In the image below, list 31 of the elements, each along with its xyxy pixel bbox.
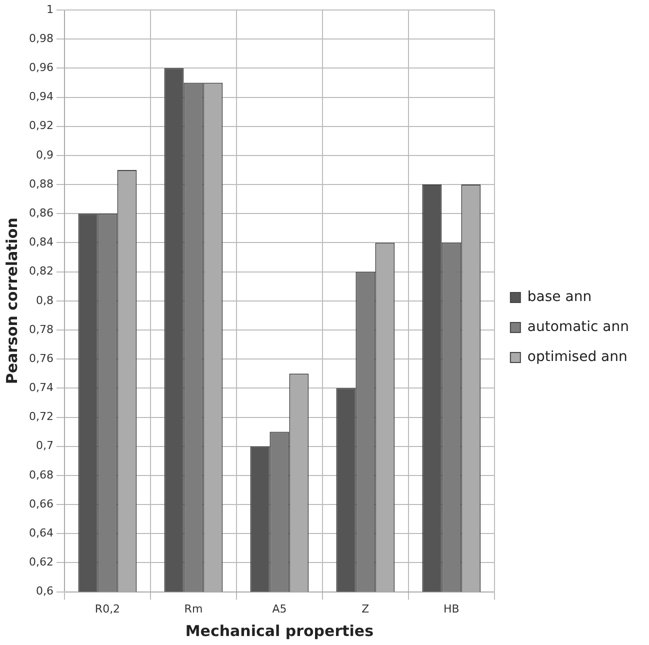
x-tick-label: R0,2 [94,602,120,616]
y-axis-title: Pearson correlation [2,218,21,384]
y-tick-label: 0,74 [28,381,54,394]
y-tick-label: 0,82 [28,264,54,278]
y-tick-label: 0,88 [28,177,54,190]
x-axis-title: Mechanical properties [185,622,374,640]
x-tick-label: HB [444,602,460,616]
legend-label: automatic ann [527,319,630,336]
legend-label: optimised ann [527,349,628,366]
y-tick-label: 0,64 [28,526,54,540]
y-tick-label: 0,6 [36,584,54,598]
legend-label: base ann [527,289,592,306]
y-tick-label: 0,9 [36,148,54,162]
y-tick-label: 1 [46,2,54,16]
y-tick-label: 0,8 [36,294,54,307]
y-tick-label: 0,7 [36,439,54,452]
y-tick-label: 0,86 [28,206,54,220]
y-tick-label: 0,94 [28,90,54,104]
y-tick-label: 0,98 [28,32,54,45]
y-tick-label: 0,68 [28,468,54,482]
y-tick-label: 0,72 [28,410,54,424]
x-tick-label: Z [362,602,370,616]
x-tick-label: A5 [272,602,287,616]
y-tick-label: 0,96 [28,61,54,74]
y-tick-label: 0,78 [28,322,54,336]
y-tick-label: 0,66 [28,497,54,510]
y-tick-label: 0,84 [28,236,54,249]
y-tick-label: 0,76 [28,352,54,365]
y-tick-label: 0,92 [28,119,54,132]
y-tick-label: 0,62 [28,556,54,569]
x-tick-label: Rm [184,602,203,616]
